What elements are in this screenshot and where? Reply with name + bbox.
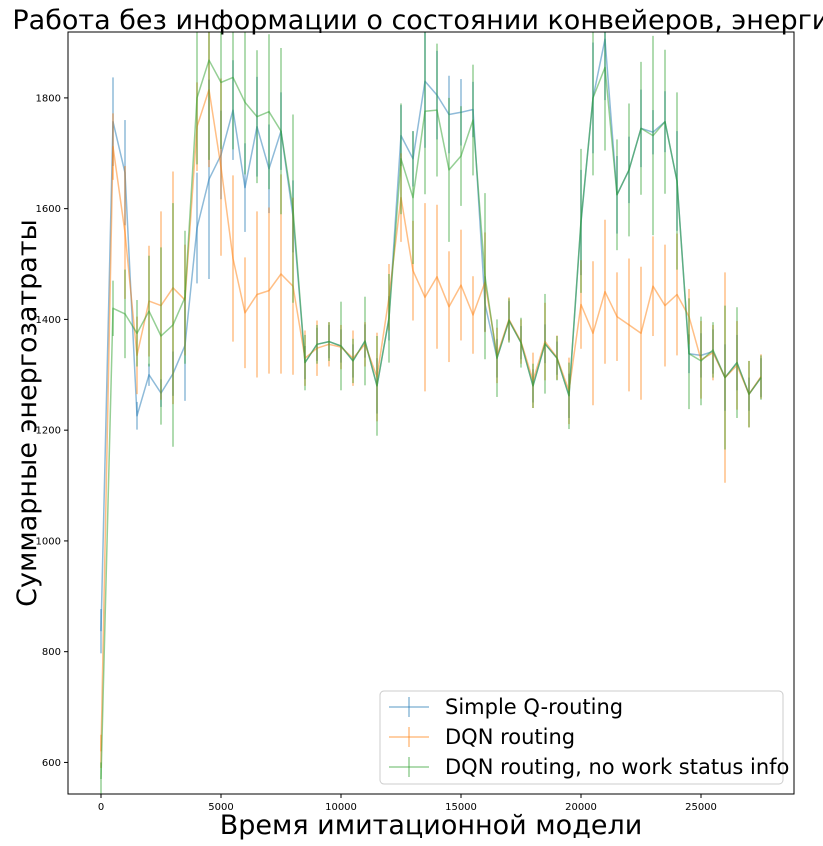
y-tick-label: 600 xyxy=(42,758,61,769)
series-line xyxy=(100,38,762,632)
y-tick-label: 1600 xyxy=(36,204,61,215)
x-tick-label: 15000 xyxy=(445,802,477,813)
series-line xyxy=(100,88,762,752)
legend-item-2: DQN routing xyxy=(389,725,575,749)
series-3 xyxy=(100,32,762,794)
y-tick-label: 1800 xyxy=(36,93,61,104)
y-tick-label: 1400 xyxy=(36,315,61,326)
y-tick-label: 1000 xyxy=(36,536,61,547)
x-tick-label: 0 xyxy=(98,802,104,813)
legend-label: Simple Q-routing xyxy=(445,695,623,719)
plot-area xyxy=(100,32,762,794)
y-axis-label: Суммарные энергозатраты xyxy=(12,219,43,607)
series-line xyxy=(100,59,762,780)
y-axis: 600 800 1000 1200 1400 1600 1800 xyxy=(36,93,68,769)
y-tick-label: 1200 xyxy=(36,426,61,437)
plot-frame xyxy=(67,31,795,795)
x-tick-label: 10000 xyxy=(325,802,357,813)
x-tick-label: 5000 xyxy=(208,802,233,813)
legend-label: DQN routing, no work status info xyxy=(445,755,789,779)
legend-item-3: DQN routing, no work status info xyxy=(389,755,789,779)
x-axis: 0 5000 10000 15000 20000 25000 xyxy=(98,794,717,813)
legend-box xyxy=(379,690,784,785)
x-tick-label: 20000 xyxy=(565,802,597,813)
chart-title: Работа без информации о состоянии конвей… xyxy=(12,5,823,36)
y-tick-label: 800 xyxy=(42,647,61,658)
legend: Simple Q-routing DQN routing DQN routing, … xyxy=(379,690,789,785)
legend-label: DQN routing xyxy=(445,725,575,749)
legend-item-1: Simple Q-routing xyxy=(389,695,623,719)
x-tick-label: 25000 xyxy=(685,802,717,813)
x-axis-label: Время имитационной модели xyxy=(220,810,643,841)
